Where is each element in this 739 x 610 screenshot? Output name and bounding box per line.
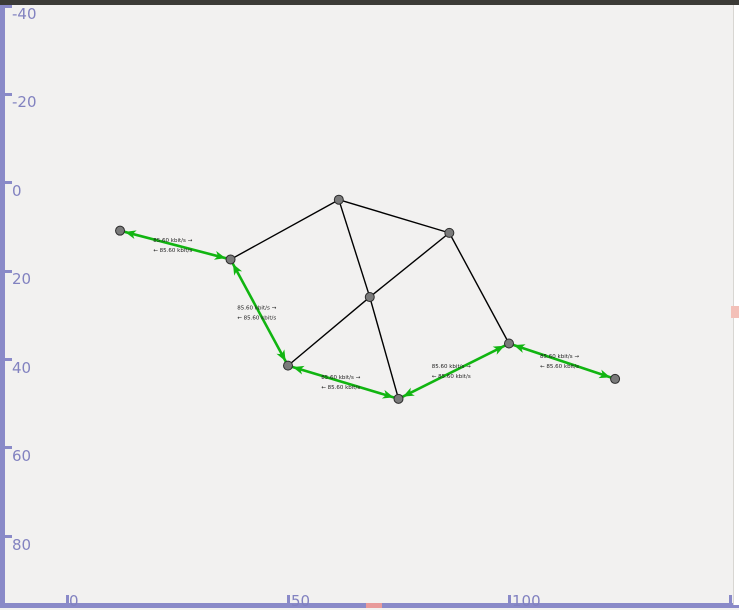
link-throughput-label: 85.60 kbit/s → (321, 375, 360, 381)
network-link[interactable] (369, 296, 400, 400)
link-arrowhead (402, 387, 415, 397)
ruler-label: 40 (12, 359, 32, 377)
link-arrowhead (292, 365, 305, 375)
link-throughput-label: 85.60 kbit/s → (237, 306, 276, 312)
ruler-tick (0, 93, 12, 96)
ruler-tick (66, 595, 69, 607)
network-link[interactable] (230, 199, 340, 261)
ruler-tick (0, 181, 12, 184)
ruler-tick (0, 358, 12, 361)
nodes-layer (115, 194, 621, 404)
network-node[interactable] (504, 338, 514, 349)
link-arrowhead (213, 251, 226, 260)
link-arrowhead (232, 263, 243, 276)
ruler-tick (287, 595, 290, 607)
links-layer (119, 199, 616, 401)
network-link[interactable] (369, 232, 450, 298)
link-throughput-label: 85.60 kbit/s → (540, 354, 579, 360)
ruler-label: 20 (12, 270, 32, 288)
network-link[interactable] (338, 199, 450, 234)
network-node[interactable] (364, 292, 375, 303)
ruler-label: -20 (12, 93, 37, 111)
window-top-border (0, 0, 739, 5)
link-throughput-label: ← 85.60 kbit/s (237, 316, 276, 322)
link-arrowhead (492, 345, 505, 355)
link-throughput-label: ← 85.60 kbit/s (153, 248, 192, 254)
active-link[interactable] (119, 229, 231, 261)
ruler-tick (0, 270, 12, 273)
network-node[interactable] (225, 254, 236, 265)
ruler-tick (0, 446, 12, 449)
network-link[interactable] (338, 199, 371, 298)
network-node[interactable] (444, 227, 455, 238)
ruler-tick (729, 595, 732, 607)
ruler-label: -40 (12, 5, 37, 23)
network-link[interactable] (448, 232, 510, 344)
ruler-label: 0 (12, 182, 22, 200)
ruler-label: 100 (512, 592, 541, 610)
link-throughput-label: 85.60 kbit/s → (432, 364, 471, 370)
ruler-label: 50 (291, 592, 311, 610)
network-node[interactable] (283, 360, 293, 371)
ruler-tick (508, 595, 511, 607)
network-canvas[interactable]: 85.60 kbit/s → ← 85.60 kbit/s 85.60 kbit/s… (0, 5, 739, 610)
link-throughput-label: ← 85.60 kbit/s (321, 385, 360, 391)
link-labels-layer: 85.60 kbit/s → ← 85.60 kbit/s 85.60 kbit/s… (153, 238, 579, 391)
network-node[interactable] (610, 373, 621, 384)
link-throughput-label: 85.60 kbit/s → (153, 238, 192, 244)
link-arrowhead (276, 349, 286, 362)
vertical-ruler[interactable] (0, 5, 5, 605)
ruler-position-marker (366, 603, 382, 608)
link-arrowhead (513, 344, 526, 353)
vertical-scrollbar[interactable] (733, 5, 739, 605)
link-arrowhead (381, 389, 394, 399)
active-link[interactable] (229, 258, 290, 367)
link-arrowhead (598, 369, 611, 379)
network-node[interactable] (115, 225, 126, 236)
ruler-tick (0, 535, 12, 538)
ruler-tick (0, 5, 12, 8)
network-node[interactable] (333, 194, 344, 205)
active-link[interactable] (508, 342, 616, 381)
link-throughput-label: ← 85.60 kbit/s (432, 374, 471, 380)
active-link[interactable] (397, 342, 510, 400)
link-throughput-label: ← 85.60 kbit/s (540, 364, 579, 370)
network-link[interactable] (287, 296, 371, 367)
network-node[interactable] (393, 393, 404, 404)
scroll-position-marker (731, 306, 739, 318)
link-arrowhead (124, 230, 137, 240)
active-link[interactable] (287, 364, 399, 401)
ruler-label: 80 (12, 536, 32, 554)
ruler-label: 60 (12, 447, 32, 465)
ruler-label: 0 (69, 592, 79, 610)
